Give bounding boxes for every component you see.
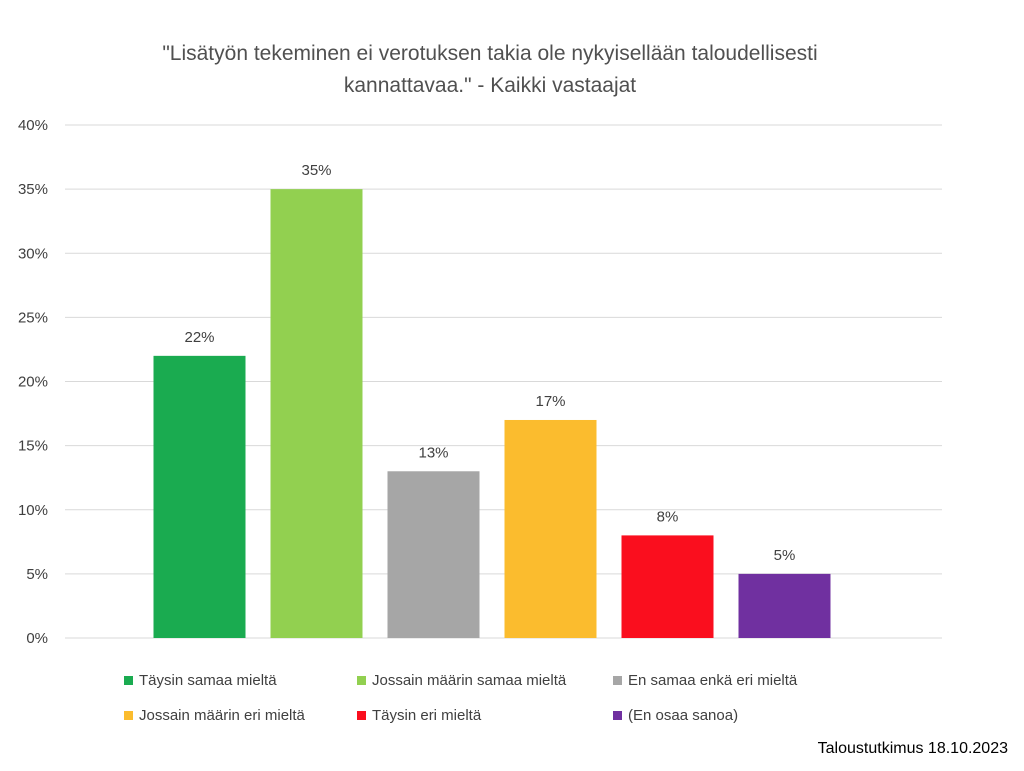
- y-tick-label: 0%: [26, 630, 48, 647]
- source-note: Taloustutkimus 18.10.2023: [817, 740, 1008, 757]
- bar-value-label: 17%: [535, 393, 565, 410]
- bar: [153, 355, 246, 638]
- bar: [738, 573, 831, 638]
- bar-value-label: 8%: [657, 508, 679, 525]
- y-axis-tick-labels: 0% 5% 10% 15% 20% 25% 30% 35% 40%: [18, 117, 48, 647]
- chart-title-line-1: "Lisätyön tekeminen ei verotuksen takia …: [162, 42, 818, 65]
- y-tick-label: 5%: [26, 566, 48, 583]
- bar: [387, 471, 480, 638]
- y-tick-label: 35%: [18, 181, 48, 198]
- y-tick-label: 15%: [18, 438, 48, 455]
- bar: [621, 535, 714, 638]
- y-tick-label: 40%: [18, 117, 48, 134]
- chart-title-line-2: kannattavaa." - Kaikki vastaajat: [343, 74, 637, 97]
- y-tick-label: 30%: [18, 245, 48, 262]
- bar: [270, 189, 363, 638]
- bars: [153, 189, 831, 638]
- y-tick-label: 20%: [18, 374, 48, 391]
- bar: [504, 419, 597, 638]
- bar-value-label: 22%: [184, 329, 214, 346]
- y-tick-label: 10%: [18, 502, 48, 519]
- bar-value-label: 35%: [301, 162, 331, 179]
- bar-value-label: 13%: [418, 444, 448, 461]
- bar-value-label: 5%: [774, 547, 796, 564]
- y-tick-label: 25%: [18, 309, 48, 326]
- bar-value-labels: 22% 35% 13% 17% 8% 5%: [184, 162, 795, 564]
- chart-title: "Lisätyön tekeminen ei verotuksen takia …: [0, 38, 980, 102]
